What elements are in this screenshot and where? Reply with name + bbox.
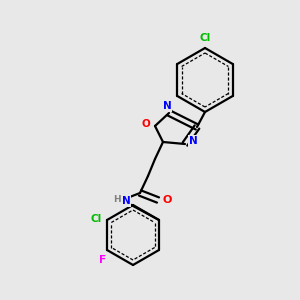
Text: N: N bbox=[189, 136, 197, 146]
Text: O: O bbox=[142, 119, 150, 129]
Text: Cl: Cl bbox=[200, 33, 211, 43]
Text: N: N bbox=[163, 101, 171, 111]
Text: O: O bbox=[162, 195, 172, 205]
Text: Cl: Cl bbox=[90, 214, 102, 224]
Text: N: N bbox=[122, 196, 130, 206]
Text: F: F bbox=[100, 255, 106, 265]
Text: H: H bbox=[113, 194, 121, 203]
